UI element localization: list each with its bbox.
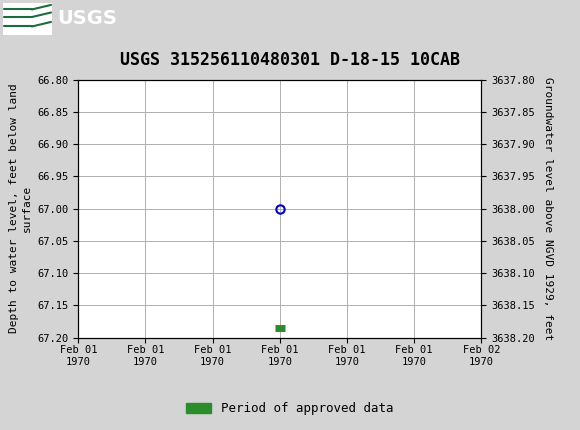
Text: USGS: USGS bbox=[57, 9, 117, 28]
Bar bbox=[3, 3, 52, 35]
Legend: Period of approved data: Period of approved data bbox=[181, 397, 399, 420]
Y-axis label: Depth to water level, feet below land
surface: Depth to water level, feet below land su… bbox=[9, 84, 32, 333]
Text: USGS 315256110480301 D-18-15 10CAB: USGS 315256110480301 D-18-15 10CAB bbox=[120, 51, 460, 68]
Y-axis label: Groundwater level above NGVD 1929, feet: Groundwater level above NGVD 1929, feet bbox=[543, 77, 553, 340]
